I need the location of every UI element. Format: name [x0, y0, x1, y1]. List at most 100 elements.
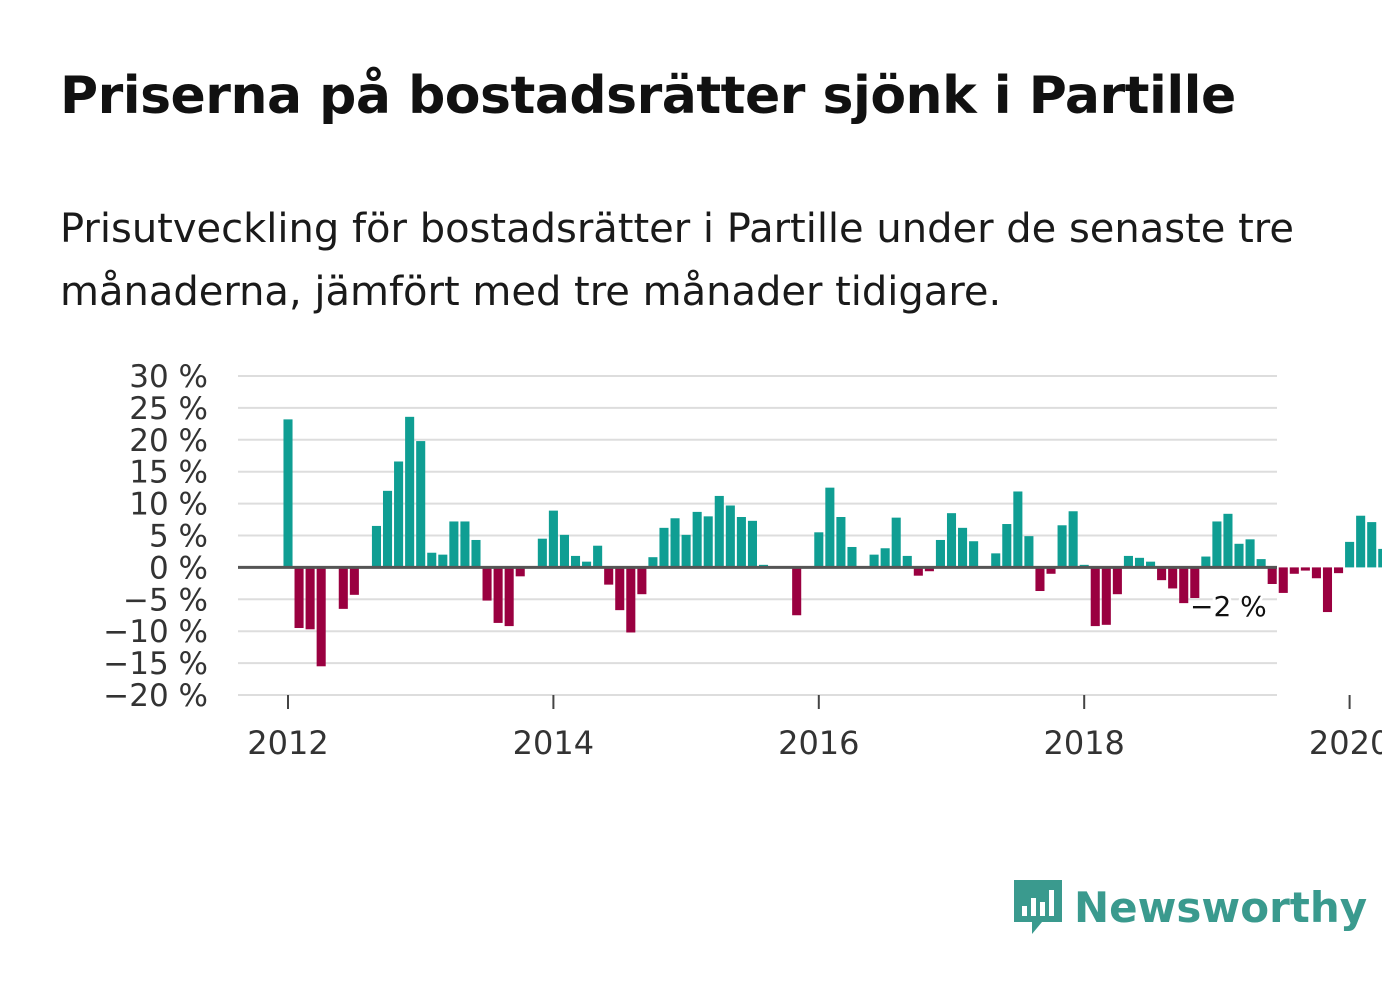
bar	[1123, 555, 1133, 568]
x-tick-label: 2014	[513, 724, 594, 762]
bar	[438, 554, 448, 568]
bar	[991, 553, 1001, 568]
bar	[1334, 567, 1344, 574]
bar	[1035, 567, 1045, 592]
y-tick-label: 0 %	[149, 550, 208, 586]
bar	[416, 441, 426, 568]
bar	[637, 567, 647, 595]
bar	[1101, 567, 1111, 625]
bar	[349, 567, 359, 595]
bar	[1278, 567, 1288, 593]
bar	[1168, 567, 1178, 589]
bar	[604, 567, 614, 585]
bar	[1112, 567, 1122, 595]
bar	[1245, 539, 1255, 568]
y-tick-label: −5 %	[123, 582, 208, 618]
bar	[316, 567, 326, 667]
bar	[338, 567, 348, 609]
bar	[504, 567, 514, 627]
bar	[582, 561, 592, 568]
bar	[714, 495, 724, 568]
bar	[847, 546, 857, 568]
y-tick-label: 10 %	[129, 487, 208, 523]
bar	[570, 555, 581, 568]
x-tick-label: 2012	[247, 724, 328, 762]
bar	[394, 461, 404, 568]
annotation: −2 %	[1187, 587, 1270, 626]
bar	[382, 490, 393, 568]
y-tick-label: 5 %	[149, 519, 208, 555]
bars	[283, 416, 1382, 667]
bar	[924, 567, 934, 572]
bar	[958, 527, 968, 568]
bar	[593, 545, 603, 568]
newsworthy-brand: Newsworthy	[1010, 876, 1367, 938]
bar	[648, 557, 658, 568]
bar	[703, 516, 713, 568]
y-tick-label: −15 %	[103, 646, 208, 682]
bar	[1378, 548, 1382, 568]
bar	[1322, 567, 1333, 613]
bar	[1046, 567, 1056, 574]
bar	[1157, 567, 1167, 581]
bar	[1068, 511, 1078, 568]
bar	[659, 527, 669, 568]
bar	[1013, 491, 1023, 568]
bar	[825, 487, 835, 568]
bar	[725, 505, 735, 568]
y-tick-label: 20 %	[129, 423, 208, 459]
bar	[869, 554, 879, 568]
bar	[1134, 557, 1145, 568]
bar	[548, 510, 558, 568]
bar-chart: 30 %25 %20 %15 %10 %5 %0 %−5 %−10 %−15 %…	[103, 359, 1382, 762]
x-tick-label: 2020	[1309, 724, 1382, 762]
bar	[559, 534, 569, 568]
grid-lines	[238, 375, 1277, 696]
bar	[1367, 522, 1377, 568]
bar	[1090, 567, 1100, 627]
brand-name: Newsworthy	[1074, 882, 1368, 932]
bar	[1311, 567, 1321, 579]
bar	[1190, 567, 1200, 599]
x-tick-label: 2016	[778, 724, 859, 762]
bar	[1212, 521, 1222, 568]
bar	[1057, 525, 1067, 568]
bar	[902, 555, 912, 568]
bar	[747, 520, 757, 568]
y-tick-label: 30 %	[129, 359, 208, 395]
last-value-label: −2 %	[1190, 590, 1267, 623]
bar	[427, 552, 437, 568]
bar	[1024, 536, 1034, 568]
bar	[471, 539, 481, 568]
chart-subtitle: Prisutveckling för bostadsrätter i Parti…	[60, 206, 1294, 315]
bar	[449, 521, 459, 568]
bar	[736, 517, 746, 568]
y-axis: 30 %25 %20 %15 %10 %5 %0 %−5 %−10 %−15 %…	[103, 359, 208, 714]
bar	[891, 517, 901, 568]
bar	[1356, 515, 1366, 568]
bar	[515, 567, 525, 577]
bar	[460, 521, 470, 568]
bar	[1179, 567, 1189, 604]
bar	[294, 567, 304, 629]
bar	[1146, 561, 1156, 568]
y-tick-label: −20 %	[103, 678, 208, 714]
bar	[537, 538, 547, 568]
newsworthy-logo-icon	[1014, 880, 1062, 934]
bar	[1300, 567, 1310, 571]
bar	[792, 567, 802, 616]
y-tick-label: 15 %	[129, 455, 208, 491]
bar	[626, 567, 636, 633]
bar	[1234, 543, 1244, 568]
bar	[946, 513, 957, 568]
bar	[493, 567, 503, 623]
y-tick-label: −10 %	[103, 614, 208, 650]
bar	[913, 567, 923, 576]
x-tick-label: 2018	[1043, 724, 1124, 762]
bar	[670, 518, 680, 568]
x-axis: 20122014201620182020202220242026	[247, 695, 1382, 762]
bar	[1289, 567, 1299, 574]
bar	[615, 567, 625, 611]
bar	[814, 532, 824, 568]
bar	[1256, 559, 1266, 568]
